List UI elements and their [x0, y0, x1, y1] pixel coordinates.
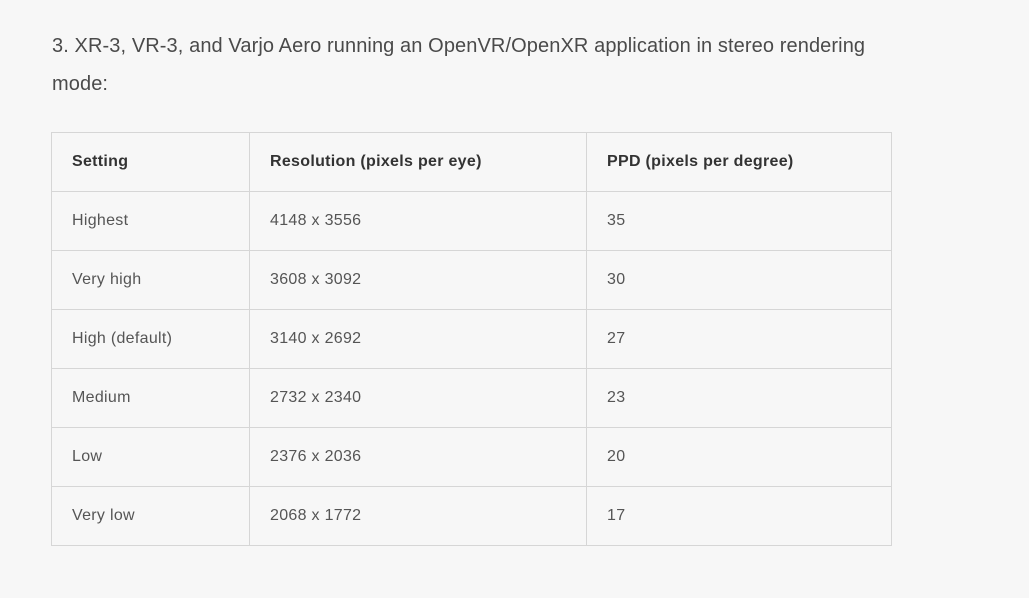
- cell-ppd: 20: [586, 427, 892, 487]
- cell-resolution: 3608 x 3092: [249, 250, 587, 310]
- cell-resolution: 3140 x 2692: [249, 309, 587, 369]
- cell-setting: High (default): [51, 309, 250, 369]
- table-row: Very high 3608 x 3092 30: [51, 250, 892, 310]
- cell-resolution: 4148 x 3556: [249, 191, 587, 251]
- table-row: Very low 2068 x 1772 17: [51, 486, 892, 546]
- cell-ppd: 17: [586, 486, 892, 546]
- table-row: Medium 2732 x 2340 23: [51, 368, 892, 428]
- cell-resolution: 2732 x 2340: [249, 368, 587, 428]
- cell-resolution: 2376 x 2036: [249, 427, 587, 487]
- header-resolution: Resolution (pixels per eye): [249, 132, 587, 192]
- resolution-table: Setting Resolution (pixels per eye) PPD …: [51, 132, 892, 546]
- cell-ppd: 35: [586, 191, 892, 251]
- cell-setting: Medium: [51, 368, 250, 428]
- cell-ppd: 30: [586, 250, 892, 310]
- cell-ppd: 27: [586, 309, 892, 369]
- cell-setting: Highest: [51, 191, 250, 251]
- header-ppd: PPD (pixels per degree): [586, 132, 892, 192]
- table-row: Low 2376 x 2036 20: [51, 427, 892, 487]
- header-setting: Setting: [51, 132, 250, 192]
- table-header-row: Setting Resolution (pixels per eye) PPD …: [51, 132, 892, 192]
- table-row: High (default) 3140 x 2692 27: [51, 309, 892, 369]
- cell-ppd: 23: [586, 368, 892, 428]
- cell-setting: Low: [51, 427, 250, 487]
- intro-paragraph: 3. XR-3, VR-3, and Varjo Aero running an…: [52, 35, 866, 95]
- table-row: Highest 4148 x 3556 35: [51, 191, 892, 251]
- cell-setting: Very low: [51, 486, 250, 546]
- cell-setting: Very high: [51, 250, 250, 310]
- cell-resolution: 2068 x 1772: [249, 486, 587, 546]
